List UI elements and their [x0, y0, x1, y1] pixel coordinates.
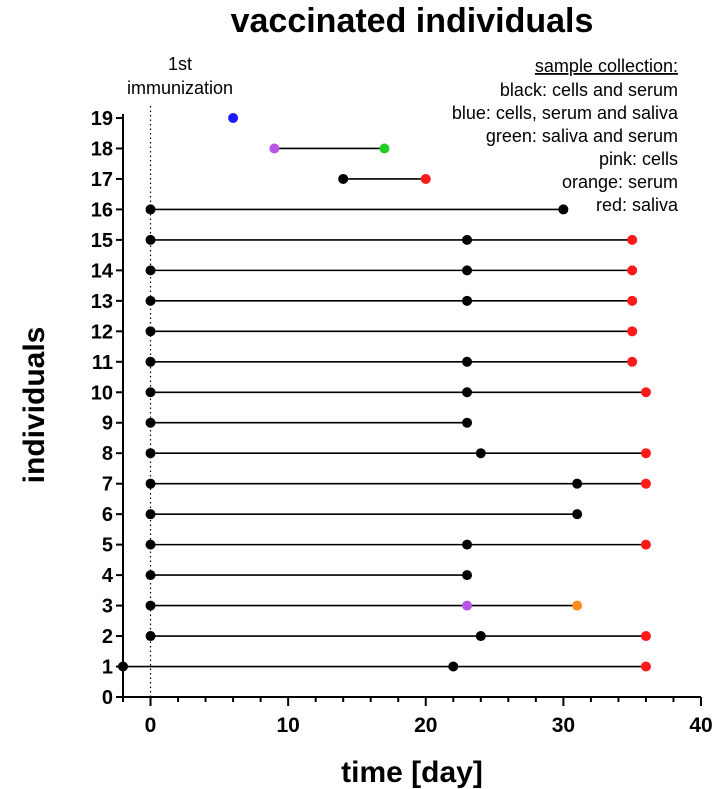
y-tick-label: 7 [102, 474, 113, 496]
data-point-1-red [640, 661, 651, 672]
data-point-8-black [145, 448, 156, 459]
data-point-2-red [640, 631, 651, 642]
y-tick-label: 11 [92, 352, 113, 374]
reference-label-line1: 1st [168, 54, 192, 74]
y-tick-label: 18 [91, 138, 113, 160]
data-point-10-black [145, 387, 156, 398]
y-tick-label: 4 [102, 565, 114, 587]
y-tick-label: 14 [91, 260, 114, 282]
data-point-14-black [462, 265, 473, 276]
y-tick-label: 0 [102, 687, 113, 709]
legend-entry-red: red: saliva [596, 195, 679, 215]
data-point-16-black [145, 204, 156, 215]
y-tick-label: 6 [102, 504, 113, 526]
data-point-10-black [462, 387, 473, 398]
data-point-3-pink [462, 600, 473, 611]
y-tick-label: 12 [91, 321, 113, 343]
y-tick-label: 2 [102, 626, 113, 648]
data-point-8-black [475, 448, 486, 459]
x-tick-label: 10 [276, 714, 299, 737]
x-tick-label: 20 [414, 714, 437, 737]
data-point-16-black [558, 204, 569, 215]
legend-title: sample collection: [535, 56, 678, 76]
data-point-1-black [118, 661, 128, 672]
data-point-13-red [627, 295, 638, 306]
data-point-6-black [145, 509, 156, 520]
y-tick-label: 13 [91, 291, 113, 313]
data-point-8-red [640, 448, 651, 459]
data-point-11-black [145, 356, 156, 367]
data-point-4-black [462, 570, 473, 581]
legend-entry-orange: orange: serum [562, 172, 678, 192]
data-point-3-orange [572, 600, 583, 611]
legend-entry-black: black: cells and serum [500, 80, 678, 100]
reference-label-line2: immunization [127, 78, 233, 98]
y-tick-label: 16 [91, 199, 113, 221]
data-point-10-red [640, 387, 651, 398]
y-axis-title: individuals [18, 327, 51, 484]
data-point-12-red [627, 326, 638, 337]
data-point-1-black [448, 661, 459, 672]
data-point-2-black [145, 631, 156, 642]
y-tick-label: 5 [102, 535, 113, 557]
data-point-2-black [475, 631, 486, 642]
data-point-9-black [145, 417, 156, 428]
data-point-7-black [145, 478, 156, 489]
legend-entry-pink: pink: cells [599, 149, 678, 169]
data-point-12-black [145, 326, 156, 337]
y-tick-label: 15 [91, 230, 113, 252]
data-point-9-black [462, 417, 473, 428]
data-point-3-black [145, 600, 156, 611]
legend-entry-blue: blue: cells, serum and saliva [452, 103, 679, 123]
data-point-18-green [379, 143, 390, 154]
data-point-15-black [145, 234, 156, 245]
y-tick-label: 1 [102, 657, 113, 679]
y-tick-label: 3 [102, 596, 113, 618]
legend-entry-green: green: saliva and serum [486, 126, 678, 146]
data-point-11-black [462, 356, 473, 367]
data-point-5-black [145, 539, 156, 550]
data-point-7-black [572, 478, 583, 489]
data-point-18-pink [269, 143, 280, 154]
data-point-15-black [462, 234, 473, 245]
y-tick-label: 17 [91, 169, 113, 191]
data-point-14-red [627, 265, 638, 276]
x-tick-label: 0 [145, 714, 157, 737]
data-point-14-black [145, 265, 156, 276]
data-point-17-red [420, 173, 431, 184]
x-tick-label: 30 [552, 714, 575, 737]
y-tick-label: 9 [102, 413, 113, 435]
data-point-5-black [462, 539, 473, 550]
data-point-15-red [627, 234, 638, 245]
data-point-13-black [145, 295, 156, 306]
data-point-5-red [640, 539, 651, 550]
x-tick-label: 40 [689, 714, 712, 737]
data-point-17-black [338, 173, 349, 184]
data-point-4-black [145, 570, 156, 581]
data-point-6-black [572, 509, 583, 520]
y-tick-label: 19 [91, 108, 113, 130]
data-point-11-red [627, 356, 638, 367]
chart-title: vaccinated individuals [231, 2, 594, 40]
legend: sample collection: black: cells and seru… [452, 56, 679, 215]
data-point-19-blue [228, 113, 239, 123]
data-point-13-black [462, 295, 473, 306]
y-tick-label: 10 [91, 382, 113, 404]
y-tick-label: 8 [102, 443, 113, 465]
x-axis-title: time [day] [341, 756, 483, 789]
data-point-7-red [640, 478, 651, 489]
